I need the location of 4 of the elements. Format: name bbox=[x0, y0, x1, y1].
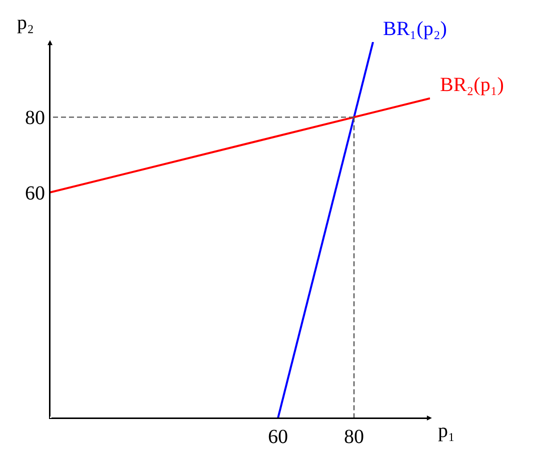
x-axis-title: p₁ bbox=[438, 420, 455, 442]
y-axis-title: p₂ bbox=[17, 12, 34, 34]
series-label: BR₁(p₂) bbox=[383, 18, 447, 40]
series-label: BR₂(p₁) bbox=[440, 74, 504, 96]
